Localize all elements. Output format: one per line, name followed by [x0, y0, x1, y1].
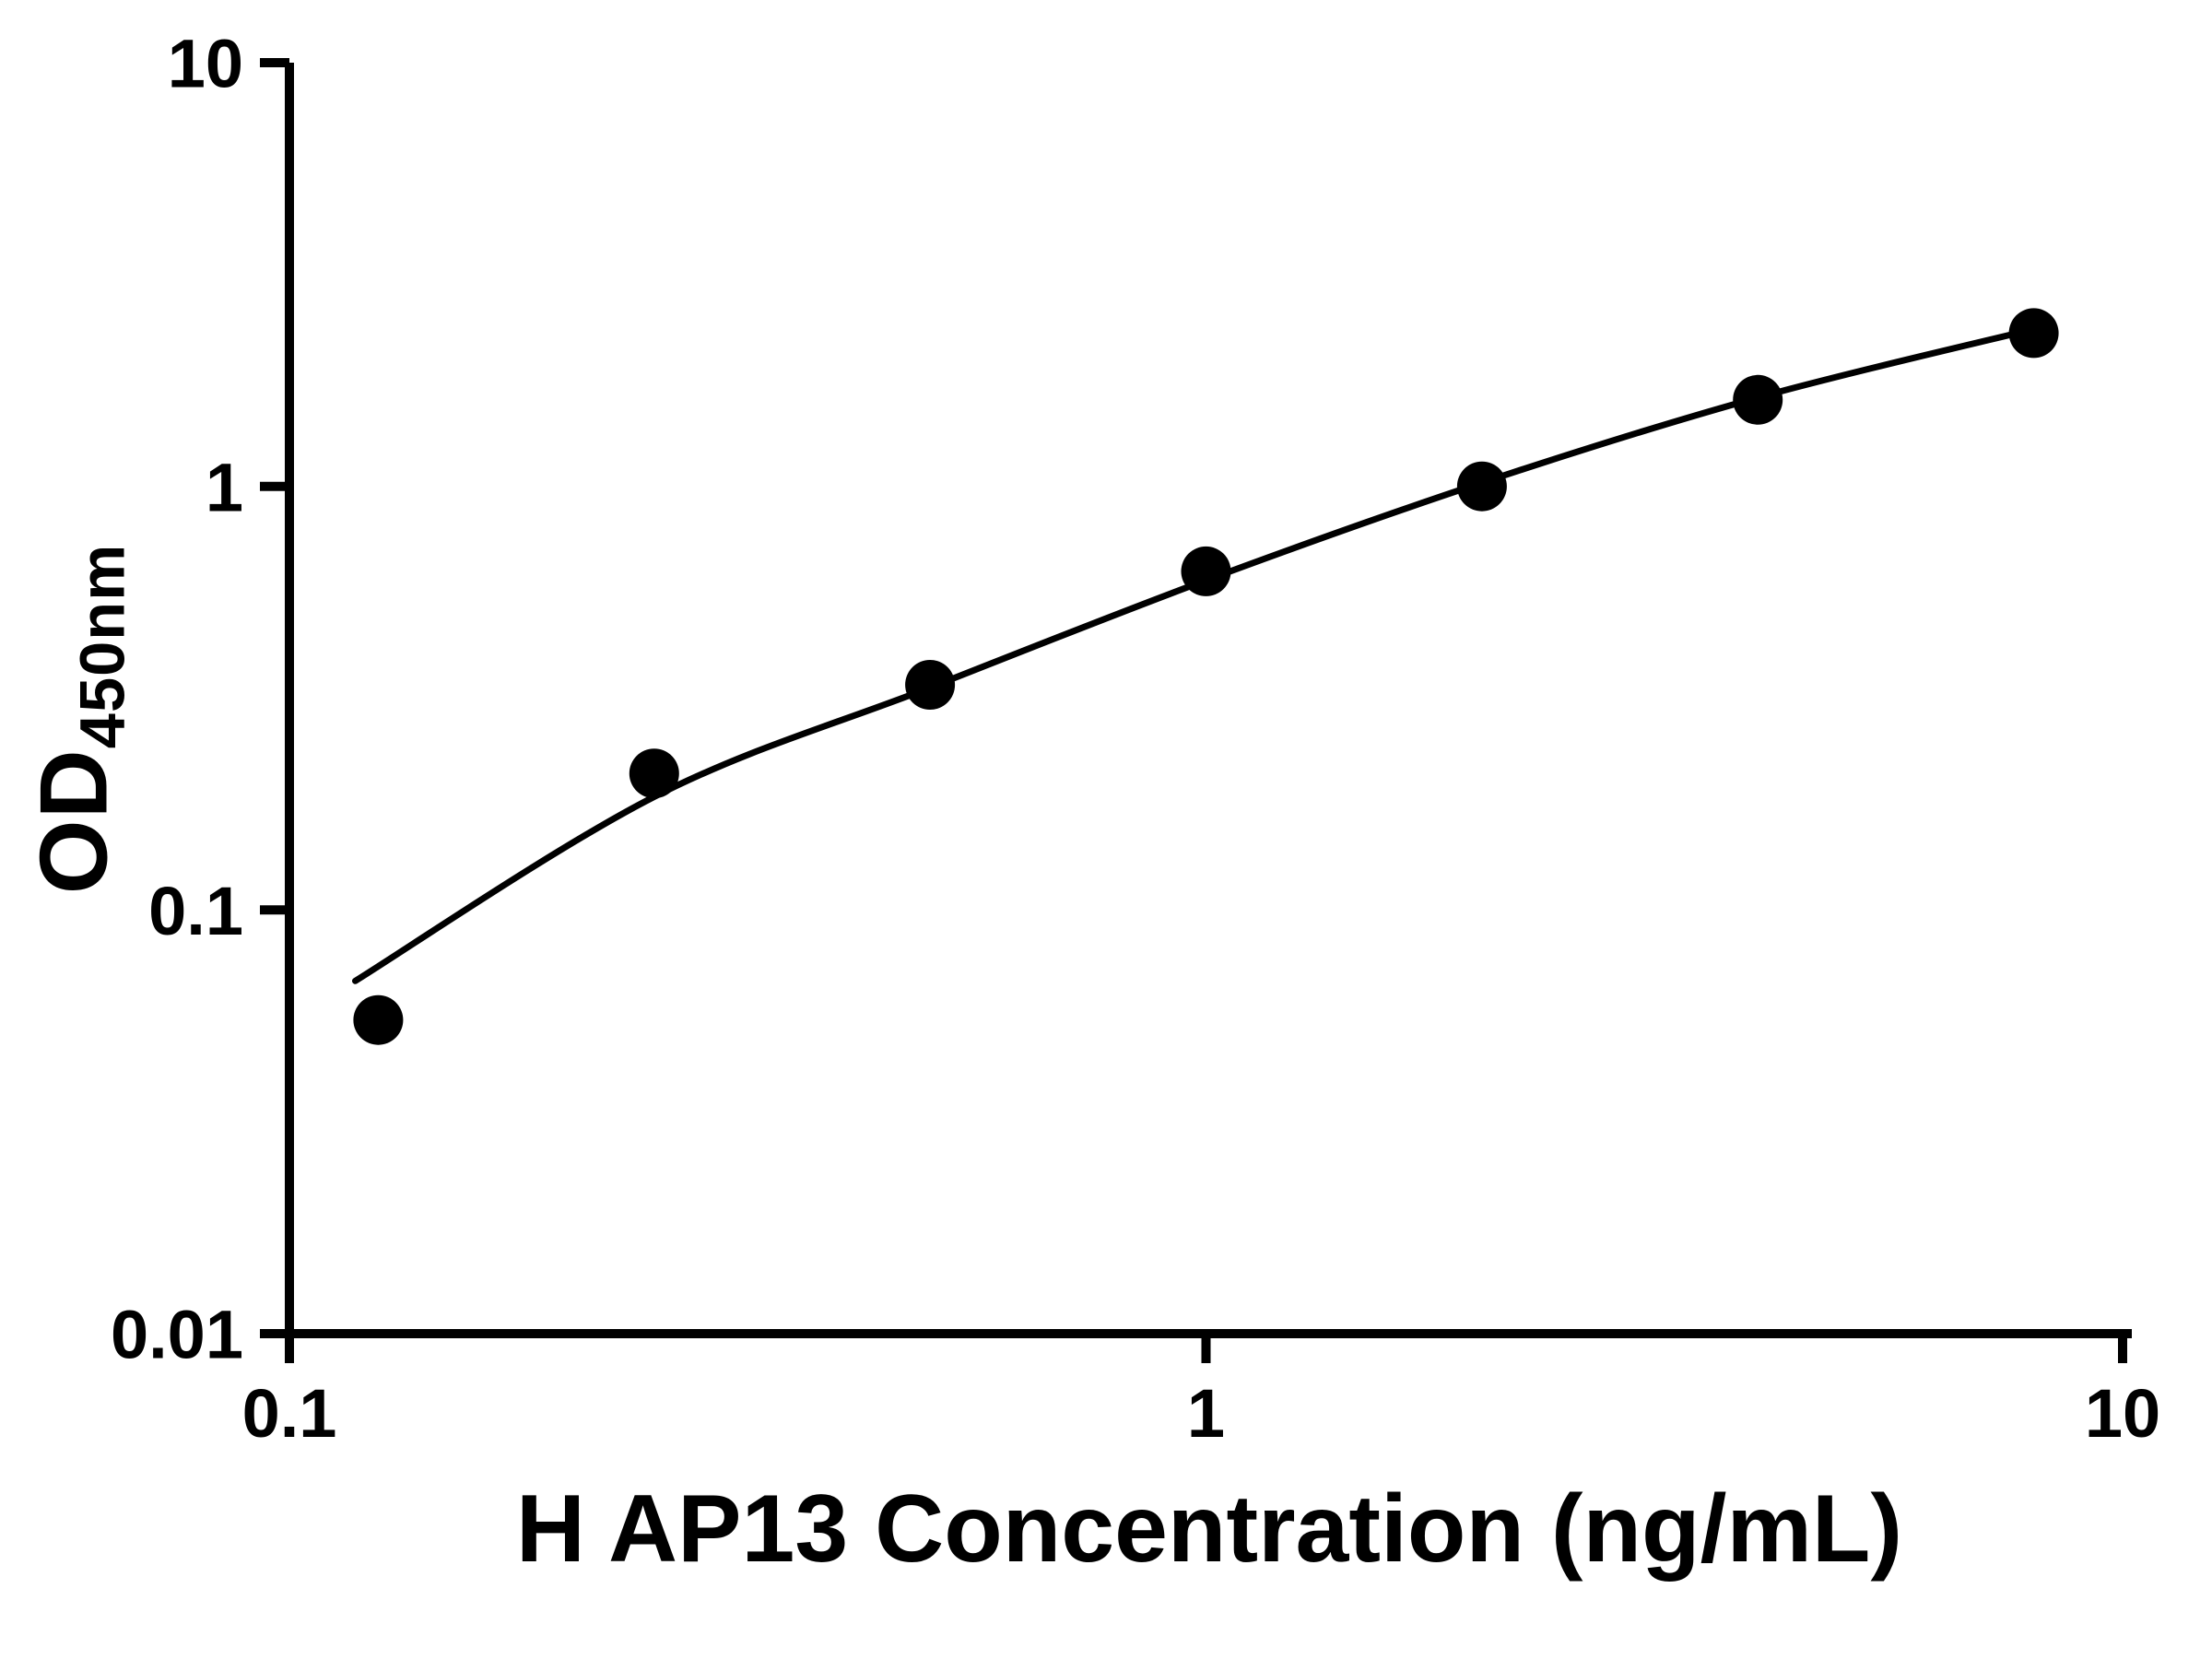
- x-tick-label: 1: [1187, 1375, 1225, 1452]
- data-point: [905, 660, 956, 710]
- data-point: [353, 994, 404, 1045]
- fit-curve: [352, 325, 2038, 984]
- y-tick-label: 10: [168, 26, 243, 102]
- data-point: [1181, 546, 1231, 596]
- axis-lines: [285, 63, 2132, 1338]
- y-axis-title-sub: 450nm: [66, 543, 138, 749]
- y-axis-title: OD450nm: [19, 544, 138, 894]
- data-point: [2008, 308, 2059, 359]
- y-tick-label: 1: [206, 449, 243, 525]
- y-tick-label: 0.01: [111, 1297, 243, 1373]
- x-tick-label: 10: [2085, 1375, 2160, 1452]
- data-point: [1456, 461, 1507, 512]
- y-axis-title-main: OD: [20, 748, 128, 895]
- x-tick-label: 0.1: [242, 1375, 337, 1452]
- x-axis-title: H AP13 Concentration (ng/mL): [515, 1476, 1903, 1583]
- y-tick-label: 0.1: [148, 873, 243, 949]
- data-point: [629, 748, 679, 799]
- data-point: [1733, 374, 1783, 425]
